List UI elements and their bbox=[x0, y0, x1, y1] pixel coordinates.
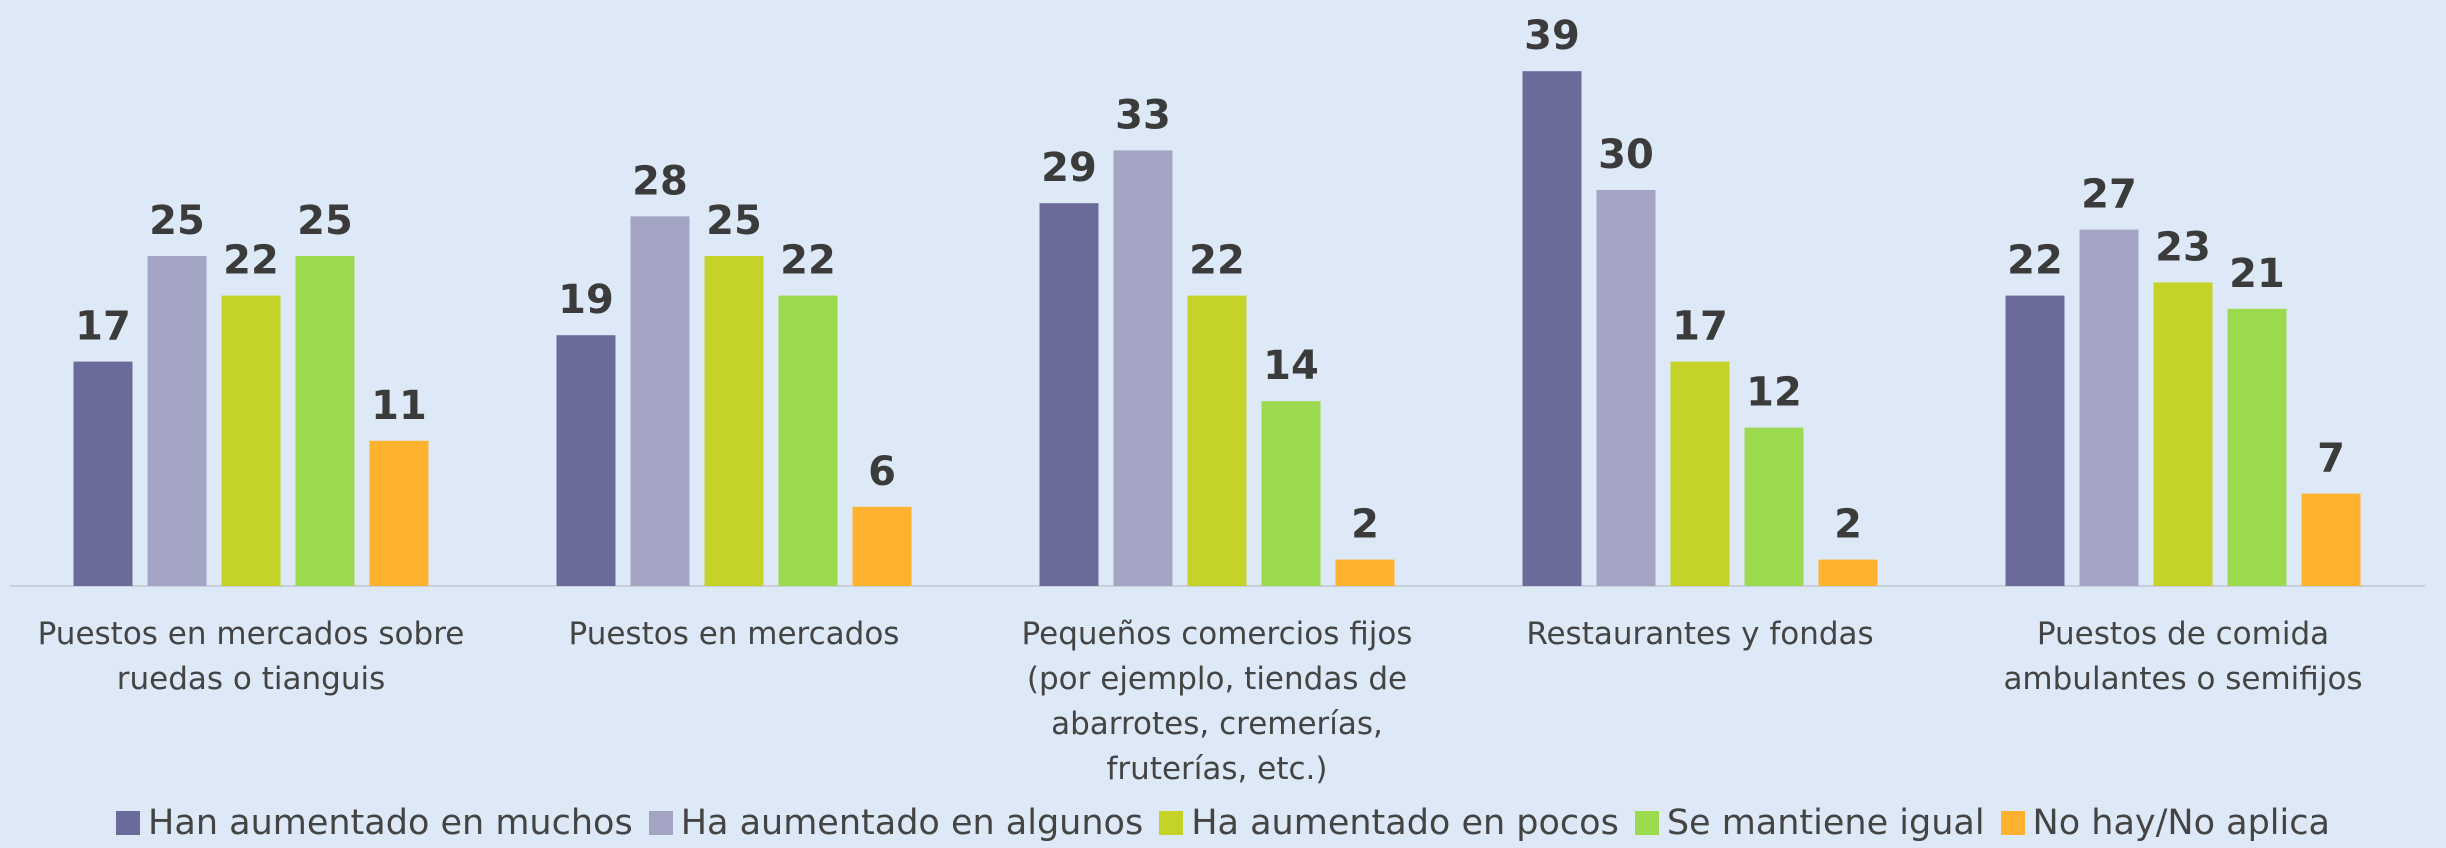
bar bbox=[369, 440, 429, 586]
legend-item: Han aumentado en muchos bbox=[116, 803, 633, 843]
x-tick-label: Pequeños comercios fijos (por ejemplo, t… bbox=[1021, 616, 1413, 787]
bar bbox=[1818, 559, 1878, 586]
bar bbox=[1039, 203, 1099, 586]
value-label: 23 bbox=[2155, 224, 2211, 270]
legend: Han aumentado en muchos Ha aumentado en a… bbox=[0, 803, 2446, 843]
value-label: 7 bbox=[2317, 436, 2345, 482]
bar bbox=[630, 216, 690, 586]
legend-swatch bbox=[648, 811, 673, 835]
legend-label: Ha aumentado en algunos bbox=[680, 803, 1144, 843]
value-label: 33 bbox=[1115, 92, 1171, 138]
value-label: 2 bbox=[1351, 502, 1379, 548]
legend-label: No hay/No aplica bbox=[2032, 803, 2330, 843]
bar bbox=[1522, 71, 1582, 586]
bar bbox=[147, 256, 207, 586]
value-label: 22 bbox=[2007, 238, 2063, 284]
value-label: 6 bbox=[868, 449, 896, 495]
bar bbox=[704, 256, 764, 586]
x-tick-label: Puestos en mercados bbox=[568, 616, 900, 652]
bar bbox=[1187, 295, 1247, 586]
value-label: 29 bbox=[1041, 145, 1097, 191]
bar bbox=[2301, 493, 2361, 586]
value-label: 25 bbox=[706, 198, 762, 244]
value-label: 27 bbox=[2081, 172, 2137, 218]
value-label: 12 bbox=[1746, 370, 1802, 416]
x-tick-label: Puestos de comida ambulantes o semifijos bbox=[2003, 616, 2363, 697]
bar bbox=[2079, 229, 2139, 586]
value-label: 28 bbox=[632, 158, 688, 204]
legend-label: Se mantiene igual bbox=[1666, 803, 1985, 843]
value-label: 14 bbox=[1263, 343, 1319, 389]
value-label: 22 bbox=[1189, 238, 1245, 284]
legend-item: Ha aumentado en pocos bbox=[1159, 803, 1619, 843]
bar bbox=[1596, 190, 1656, 586]
bar bbox=[73, 361, 133, 586]
legend-item: No hay/No aplica bbox=[2000, 803, 2330, 843]
legend-swatch bbox=[1159, 811, 1184, 835]
bar bbox=[852, 506, 912, 586]
legend-label: Han aumentado en muchos bbox=[148, 803, 633, 843]
bar bbox=[778, 295, 838, 586]
value-label: 2 bbox=[1834, 502, 1862, 548]
legend-swatch bbox=[2000, 811, 2025, 835]
bar bbox=[1335, 559, 1395, 586]
value-label: 25 bbox=[297, 198, 353, 244]
x-tick-label: Puestos en mercados sobre ruedas o tiang… bbox=[37, 616, 465, 697]
value-label: 21 bbox=[2229, 251, 2285, 297]
bar bbox=[295, 256, 355, 586]
bar bbox=[2153, 282, 2213, 586]
bar bbox=[1261, 401, 1321, 586]
value-label: 22 bbox=[223, 238, 279, 284]
value-label: 19 bbox=[558, 277, 614, 323]
legend-swatch bbox=[116, 811, 141, 835]
value-label: 30 bbox=[1598, 132, 1654, 178]
value-label: 11 bbox=[371, 383, 427, 429]
legend-item: Se mantiene igual bbox=[1634, 803, 1985, 843]
legend-swatch bbox=[1634, 811, 1659, 835]
value-label: 17 bbox=[75, 304, 131, 350]
bar bbox=[221, 295, 281, 586]
bar bbox=[2227, 308, 2287, 586]
x-tick-label: Restaurantes y fondas bbox=[1526, 616, 1874, 652]
value-label: 17 bbox=[1672, 304, 1728, 350]
value-label: 22 bbox=[780, 238, 836, 284]
bar bbox=[1744, 427, 1804, 586]
bar bbox=[1113, 150, 1173, 586]
legend-item: Ha aumentado en algunos bbox=[648, 803, 1144, 843]
value-label: 39 bbox=[1524, 13, 1580, 59]
value-label: 25 bbox=[149, 198, 205, 244]
bar bbox=[556, 335, 616, 586]
bar bbox=[2005, 295, 2065, 586]
bar bbox=[1670, 361, 1730, 586]
legend-label: Ha aumentado en pocos bbox=[1191, 803, 1619, 843]
